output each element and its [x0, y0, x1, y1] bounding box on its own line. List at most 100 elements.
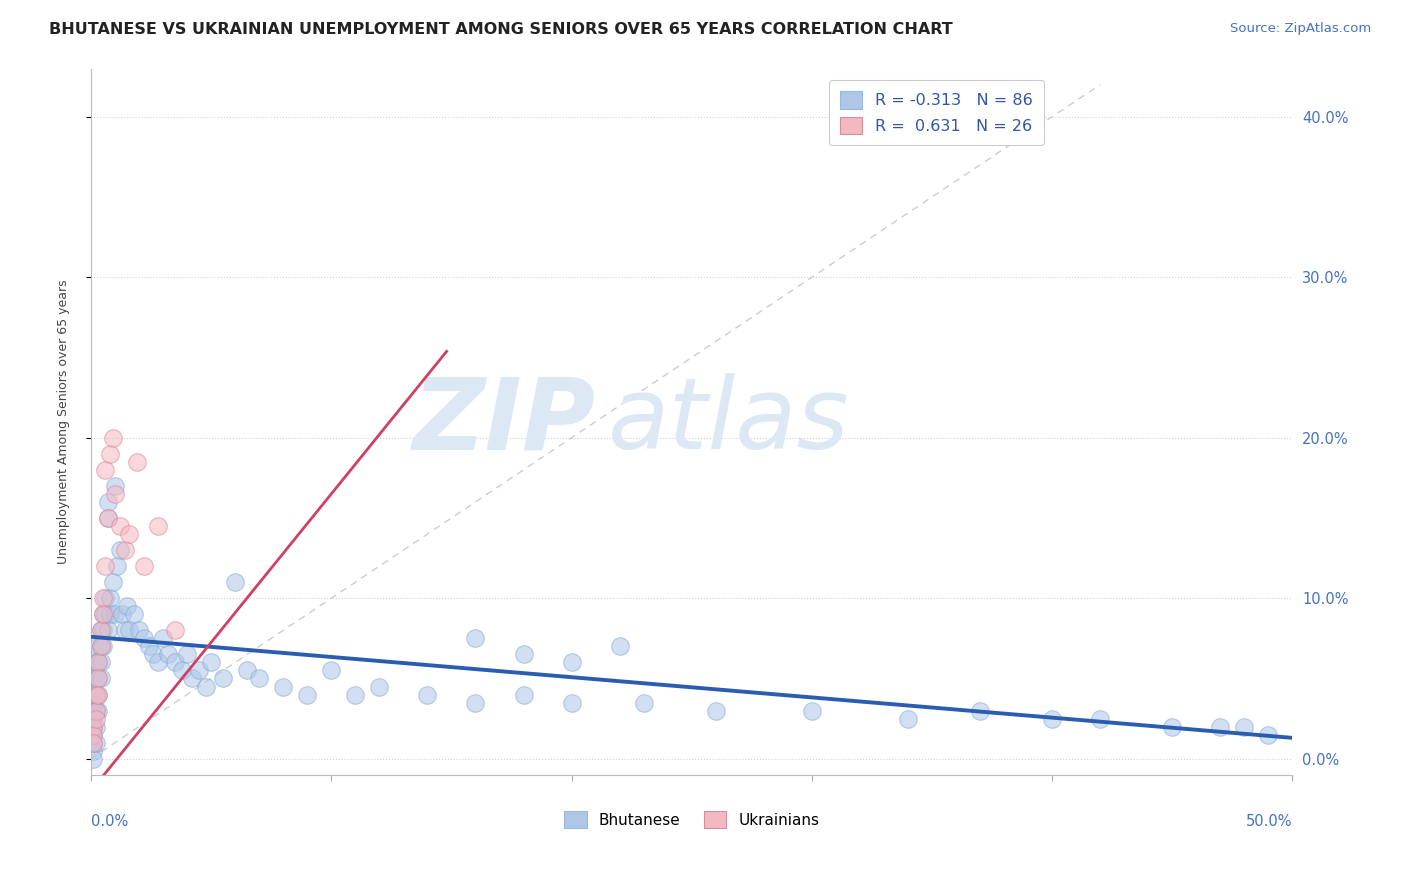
Point: [87, 672, 110, 686]
Text: BHUTANESE VS UKRAINIAN UNEMPLOYMENT AMONG SENIORS OVER 65 YEARS CORRELATION CHAR: BHUTANESE VS UKRAINIAN UNEMPLOYMENT AMON…: [49, 22, 953, 37]
Point: [512, 688, 534, 702]
Point: [181, 672, 204, 686]
Point: [165, 624, 187, 638]
Point: [87, 656, 110, 670]
Point: [111, 607, 134, 622]
Point: [82, 728, 104, 742]
Point: [97, 624, 120, 638]
Point: [94, 591, 117, 606]
Point: [84, 688, 107, 702]
Text: ZIP: ZIP: [412, 373, 596, 470]
Point: [98, 447, 121, 461]
Point: [87, 672, 110, 686]
Point: [98, 591, 121, 606]
Point: [1233, 720, 1256, 734]
Point: [344, 688, 367, 702]
Point: [368, 680, 391, 694]
Point: [82, 752, 104, 766]
Point: [90, 624, 112, 638]
Point: [87, 656, 110, 670]
Point: [104, 607, 127, 622]
Point: [101, 575, 124, 590]
Point: [152, 632, 174, 646]
Point: [195, 680, 218, 694]
Point: [84, 656, 107, 670]
Point: [87, 640, 110, 654]
Point: [87, 688, 110, 702]
Point: [156, 648, 179, 662]
Point: [84, 672, 107, 686]
Point: [609, 640, 631, 654]
Point: [101, 431, 124, 445]
Y-axis label: Unemployment Among Seniors over 65 years: Unemployment Among Seniors over 65 years: [58, 279, 70, 564]
Point: [148, 656, 170, 670]
Point: [91, 591, 114, 606]
Point: [90, 656, 112, 670]
Point: [704, 704, 727, 718]
Point: [1257, 728, 1279, 742]
Point: [138, 640, 160, 654]
Point: [1161, 720, 1184, 734]
Point: [132, 632, 155, 646]
Point: [224, 575, 246, 590]
Point: [297, 688, 319, 702]
Point: [94, 463, 117, 477]
Point: [118, 527, 141, 541]
Point: [800, 704, 823, 718]
Point: [90, 640, 112, 654]
Point: [1040, 712, 1063, 726]
Point: [84, 704, 107, 718]
Point: [87, 704, 110, 718]
Point: [108, 519, 131, 533]
Point: [115, 599, 138, 614]
Point: [107, 559, 129, 574]
Point: [84, 688, 107, 702]
Point: [82, 736, 104, 750]
Point: [236, 664, 259, 678]
Point: [148, 519, 170, 533]
Point: [165, 656, 187, 670]
Point: [108, 543, 131, 558]
Point: [122, 607, 145, 622]
Point: [969, 704, 991, 718]
Point: [176, 648, 198, 662]
Point: [97, 495, 120, 509]
Point: [91, 640, 114, 654]
Point: [98, 607, 121, 622]
Point: [82, 696, 104, 710]
Point: [97, 511, 120, 525]
Point: [82, 720, 104, 734]
Point: [94, 559, 117, 574]
Point: [104, 487, 127, 501]
Point: [90, 672, 112, 686]
Point: [561, 696, 583, 710]
Point: [91, 607, 114, 622]
Point: [97, 511, 120, 525]
Text: 50.0%: 50.0%: [1246, 814, 1292, 829]
Legend: Bhutanese, Ukrainians: Bhutanese, Ukrainians: [558, 805, 825, 834]
Point: [90, 624, 112, 638]
Point: [82, 728, 104, 742]
Point: [142, 648, 165, 662]
Point: [212, 672, 235, 686]
Text: Source: ZipAtlas.com: Source: ZipAtlas.com: [1230, 22, 1371, 36]
Point: [87, 688, 110, 702]
Point: [84, 720, 107, 734]
Point: [464, 632, 486, 646]
Point: [512, 648, 534, 662]
Point: [128, 624, 150, 638]
Point: [1209, 720, 1232, 734]
Point: [91, 607, 114, 622]
Point: [94, 607, 117, 622]
Point: [633, 696, 655, 710]
Point: [118, 624, 141, 638]
Point: [114, 624, 136, 638]
Point: [82, 720, 104, 734]
Point: [172, 664, 194, 678]
Point: [897, 712, 920, 726]
Point: [82, 712, 104, 726]
Point: [82, 704, 104, 718]
Point: [82, 744, 104, 758]
Point: [321, 664, 343, 678]
Point: [90, 640, 112, 654]
